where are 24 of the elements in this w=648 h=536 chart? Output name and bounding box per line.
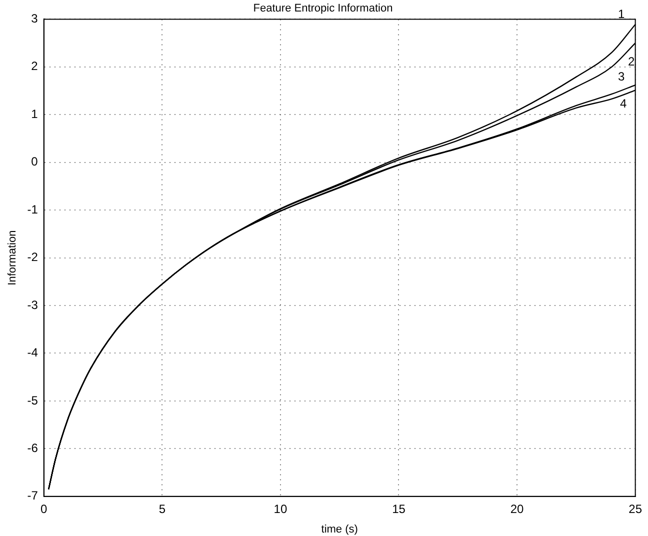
series-label: 4 (620, 96, 627, 111)
x-tick-label: 0 (40, 502, 48, 516)
x-axis-title: time (s) (321, 523, 358, 536)
x-tick-label: 5 (158, 502, 166, 516)
chart-title: Feature Entropic Information (253, 2, 393, 15)
y-tick-label: -3 (27, 298, 38, 312)
series-label: 2 (628, 54, 635, 68)
series-label: 1 (618, 6, 625, 21)
y-tick-label: 2 (31, 59, 38, 74)
x-tick-label: 20 (510, 502, 524, 516)
y-tick-label: -4 (27, 346, 38, 360)
y-tick-label: 0 (31, 154, 38, 169)
x-tick-label: 25 (628, 502, 642, 516)
y-tick-label: -7 (27, 488, 38, 503)
y-tick-label: 1 (31, 106, 38, 121)
series-label: 3 (618, 69, 625, 84)
y-tick-label: -1 (27, 202, 38, 216)
y-tick-label: -5 (27, 393, 38, 408)
y-tick-label: 3 (31, 12, 38, 26)
y-tick-label: -2 (27, 250, 38, 264)
y-axis-title: Information (6, 230, 19, 286)
x-tick-label: 15 (392, 502, 406, 516)
x-tick-label: 10 (274, 502, 288, 516)
y-tick-label: -6 (27, 440, 38, 455)
